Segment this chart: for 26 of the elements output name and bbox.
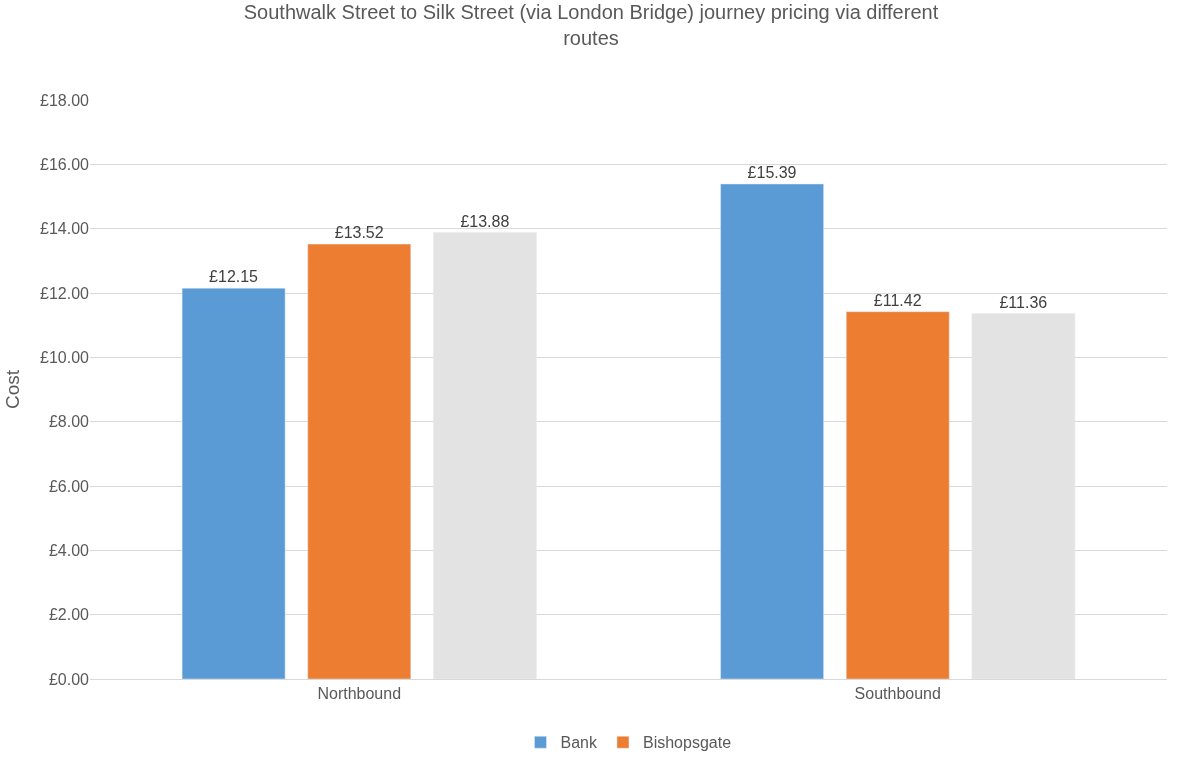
bar [307, 243, 412, 679]
y-tick-label: £2.00 [48, 606, 90, 624]
bar [720, 183, 824, 679]
data-label: £13.88 [460, 212, 510, 230]
chart-title: Southwalk Street to Silk Street (via London Bridge) journey pricing via different routes [243, 1, 939, 50]
x-tick-label: Northbound [317, 685, 402, 703]
y-tick-label: £12.00 [40, 284, 90, 302]
y-tick-label: £8.00 [48, 413, 90, 431]
y-tick-label: £18.00 [40, 91, 90, 109]
data-label: £13.52 [334, 224, 384, 242]
y-tick-label: £0.00 [48, 670, 90, 688]
x-tick-label: Southbound [854, 685, 941, 703]
y-tick-label: £10.00 [40, 348, 90, 366]
y-tick-label: £14.00 [40, 220, 90, 238]
y-axis-title: Cost [1, 369, 23, 410]
data-label: £15.39 [747, 163, 797, 181]
y-tick-label: £6.00 [48, 477, 90, 495]
legend-label: Bank [560, 734, 598, 752]
data-label: £11.42 [873, 291, 922, 309]
y-tick-label: £16.00 [40, 155, 90, 173]
legend-label: Bishopsgate [642, 734, 732, 752]
bar [845, 311, 950, 679]
data-label: £11.36 [999, 293, 1048, 311]
y-tick-label: £4.00 [48, 541, 90, 559]
data-label: £12.15 [209, 268, 259, 286]
bar [181, 287, 286, 679]
